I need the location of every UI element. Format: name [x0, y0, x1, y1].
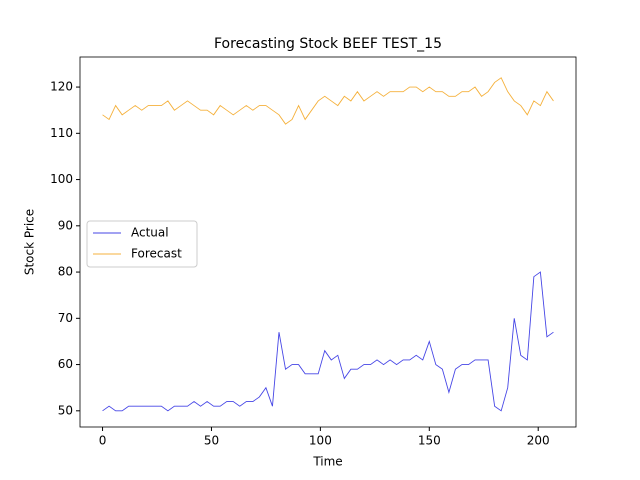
legend-label: Actual — [131, 226, 169, 240]
y-tick-label: 60 — [58, 357, 73, 371]
legend-box — [86, 220, 198, 268]
y-tick-label: 50 — [58, 403, 73, 417]
y-tick-label: 80 — [58, 265, 73, 279]
x-tick-label: 200 — [527, 434, 550, 448]
chart-title: Forecasting Stock BEEF TEST_15 — [214, 36, 442, 52]
y-tick-label: 100 — [50, 172, 73, 186]
series-line — [102, 77, 554, 125]
x-tick-label: 50 — [204, 434, 219, 448]
x-axis-label: Time — [312, 455, 342, 469]
y-tick-label: 90 — [58, 218, 73, 232]
y-tick-label: 110 — [50, 126, 73, 140]
legend-label: Forecast — [131, 247, 182, 261]
x-tick-label: 0 — [99, 434, 107, 448]
x-tick-label: 100 — [309, 434, 332, 448]
y-tick-label: 70 — [58, 311, 73, 325]
y-axis-label: Stock Price — [23, 209, 37, 275]
y-tick-label: 120 — [50, 80, 73, 94]
plot-frame — [79, 56, 577, 428]
x-tick-label: 150 — [418, 434, 441, 448]
series-line — [102, 271, 554, 412]
